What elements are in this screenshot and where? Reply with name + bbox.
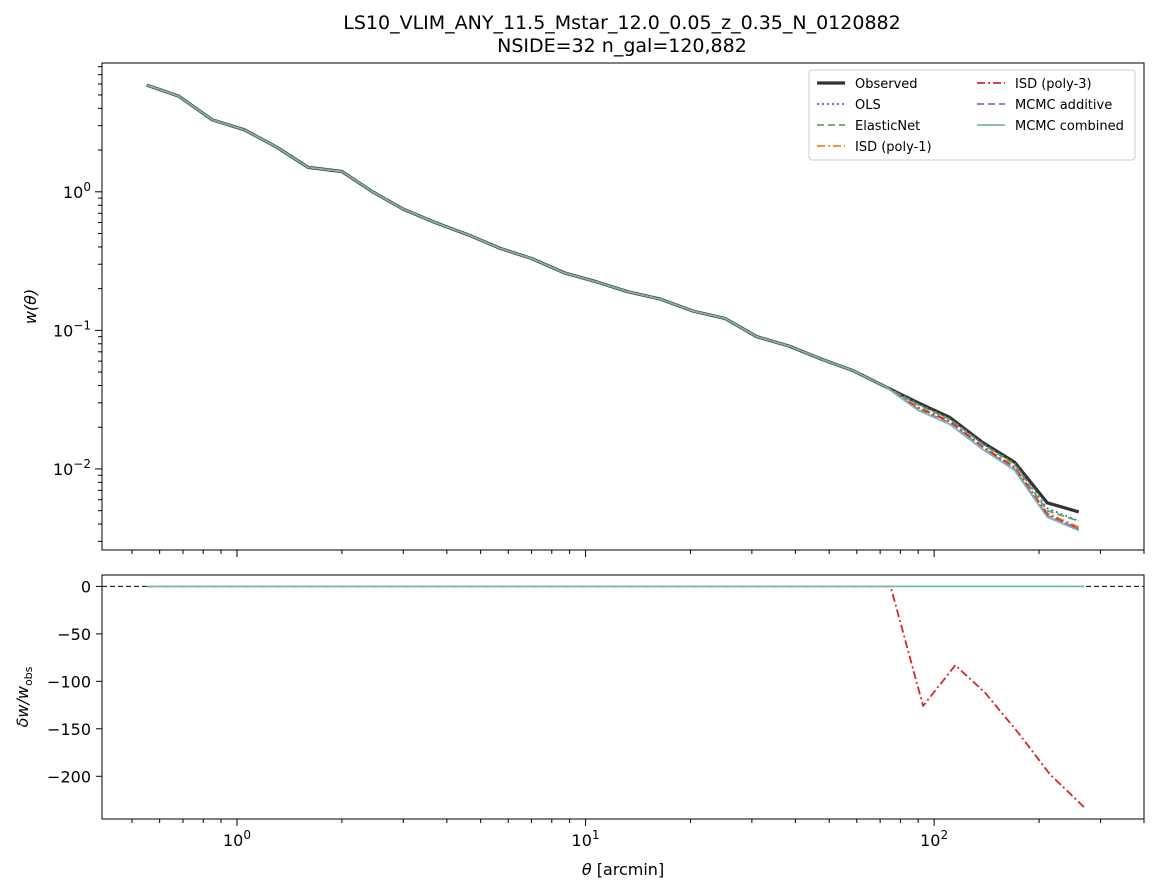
x-tick-label: 100 xyxy=(223,828,251,850)
chart-title-line-2: NSIDE=32 n_gal=120,882 xyxy=(497,35,747,57)
legend-label-7: MCMC combined xyxy=(1015,119,1124,134)
legend: Observed OLS ElasticNet ISD (poly-1) ISD (po… xyxy=(808,69,1136,161)
bottom-frame xyxy=(101,574,1145,820)
bottom-y-tick-label: −150 xyxy=(47,720,91,739)
legend-label-2: OLS xyxy=(855,98,881,113)
top-y-tick-label: 100 xyxy=(63,180,91,202)
bottom-series-isd-poly-3 xyxy=(146,585,1086,809)
bottom-y-tick-label: −200 xyxy=(47,767,91,786)
top-y-tick-label: 10−2 xyxy=(53,457,91,479)
legend-label-6: MCMC additive xyxy=(1015,98,1112,113)
bottom-y-tick-label: 0 xyxy=(81,577,91,596)
legend-label-4: ISD (poly-1) xyxy=(855,140,932,155)
chart-title-line-1: LS10_VLIM_ANY_11.5_Mstar_12.0_0.05_z_0.3… xyxy=(343,12,900,34)
legend-label-5: ISD (poly-3) xyxy=(1015,77,1092,92)
top-panel: 10−2 10−1 100 xyxy=(53,62,1145,557)
top-series-mcmc-combined xyxy=(146,84,1080,532)
bottom-y-tick-label: −100 xyxy=(47,672,91,691)
top-y-tick-label: 10−1 xyxy=(53,318,91,340)
bottom-y-axis-label: δw/wobs xyxy=(13,666,35,727)
legend-label-3: ElasticNet xyxy=(855,119,920,134)
bottom-y-tick-label: −50 xyxy=(57,625,91,644)
top-y-axis-label: w(θ) xyxy=(21,289,40,324)
legend-label-1: Observed xyxy=(855,77,918,92)
x-tick-label: 102 xyxy=(920,828,948,850)
bottom-panel: 100 101 102 0 −50 −100 −150 −200 xyxy=(47,574,1145,850)
bottom-series-group xyxy=(102,585,1144,809)
legend-box xyxy=(808,69,1136,161)
top-frame xyxy=(101,62,1145,551)
top-series-group xyxy=(145,83,1080,532)
x-tick-label: 101 xyxy=(572,828,600,850)
x-axis-label: θ [arcmin] xyxy=(582,860,664,879)
